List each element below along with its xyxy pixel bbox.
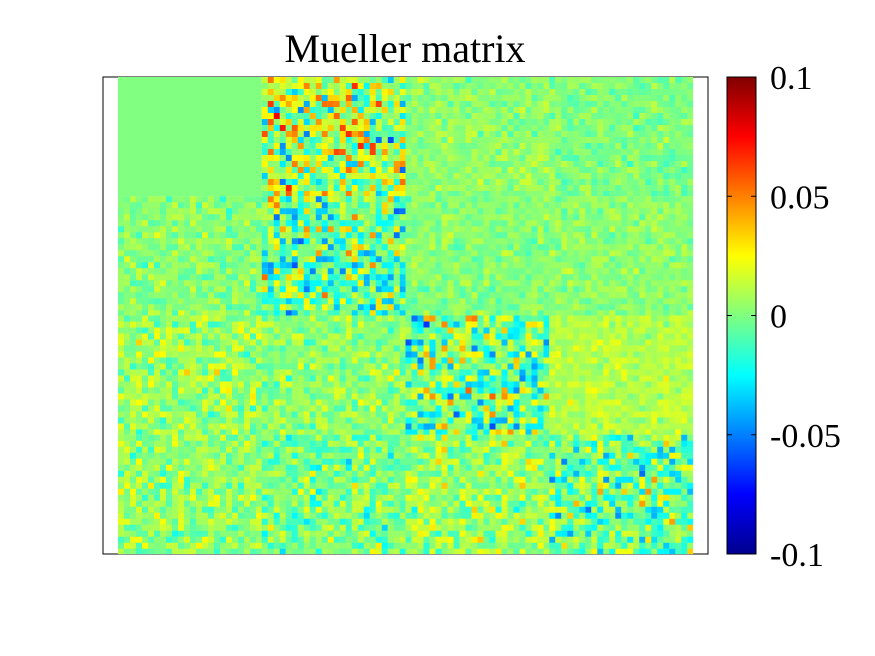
colorbar-tick-label: -0.05: [770, 418, 841, 455]
matrix-block-m34: [549, 315, 694, 435]
matrix-block-m21: [118, 196, 262, 316]
matrix-block-m42: [261, 434, 406, 555]
colorbar-tick-label: 0.1: [770, 60, 813, 97]
heatmap-blocks: [118, 77, 694, 555]
block-background: [118, 77, 262, 197]
colorbar-tick-label: 0.05: [770, 179, 830, 216]
colorbar-tick-label: 0: [770, 299, 787, 336]
matrix-block-m31: [118, 315, 262, 435]
matrix-block-m13: [405, 77, 550, 197]
matrix-block-m32: [261, 315, 406, 435]
matrix-block-m44: [549, 434, 694, 555]
colorbar-tick-label: -0.1: [770, 537, 824, 574]
matrix-block-m22: [261, 196, 406, 316]
matrix-block-m43: [405, 434, 550, 555]
matrix-block-m11: [118, 77, 262, 197]
matrix-block-m14: [549, 77, 694, 197]
matrix-block-m23: [405, 196, 550, 316]
matrix-block-m12: [261, 77, 406, 197]
matrix-block-m24: [549, 196, 694, 316]
matrix-block-m41: [118, 434, 262, 555]
matrix-block-m33: [405, 315, 550, 435]
chart-title: Mueller matrix: [284, 26, 525, 71]
colorbar-ticks: 0.1 0.05 0 -0.05 -0.1: [727, 60, 841, 574]
